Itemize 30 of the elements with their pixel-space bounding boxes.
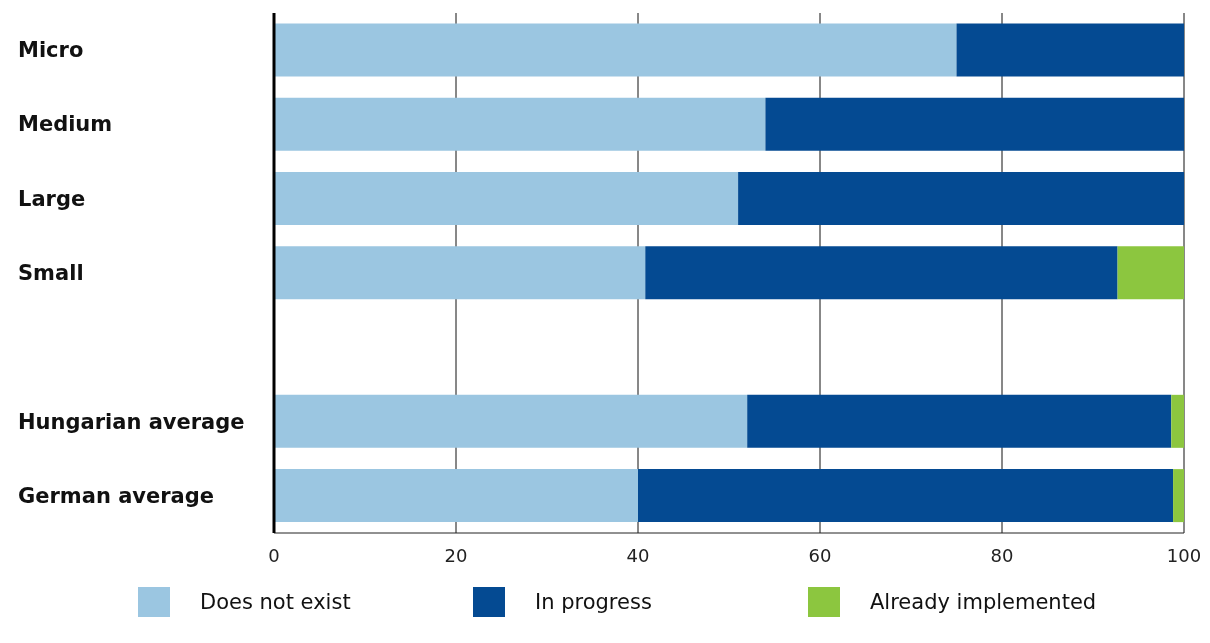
bar	[747, 394, 1172, 448]
x-tick-label: 0	[268, 544, 280, 566]
bar	[274, 97, 766, 151]
y-tick-label: Large	[18, 186, 86, 211]
bar	[274, 469, 638, 523]
legend-label: Does not exist	[200, 590, 351, 614]
x-tick-label: 100	[1166, 544, 1202, 566]
bar	[738, 171, 1184, 225]
y-tick-label: Micro	[18, 38, 84, 63]
bar	[274, 394, 748, 448]
y-tick-label: Hungarian average	[18, 409, 245, 434]
bar	[645, 246, 1118, 300]
bar	[1117, 246, 1184, 300]
bar	[765, 97, 1184, 151]
x-tick-label: 40	[626, 544, 650, 566]
bar	[274, 246, 646, 300]
bar	[638, 469, 1174, 523]
y-tick-label: Medium	[18, 112, 113, 137]
legend-label: In progress	[535, 590, 652, 614]
bar	[274, 171, 739, 225]
bar	[956, 23, 1184, 77]
x-tick-label: 80	[990, 544, 1014, 566]
x-tick-label: 60	[808, 544, 832, 566]
y-tick-label: Small	[18, 261, 84, 285]
bar	[274, 23, 957, 77]
legend-label: Already implemented	[870, 590, 1097, 614]
bar	[1171, 394, 1184, 448]
y-tick-label: German average	[18, 483, 215, 508]
x-tick-label: 20	[444, 544, 468, 566]
bar	[1173, 469, 1184, 523]
